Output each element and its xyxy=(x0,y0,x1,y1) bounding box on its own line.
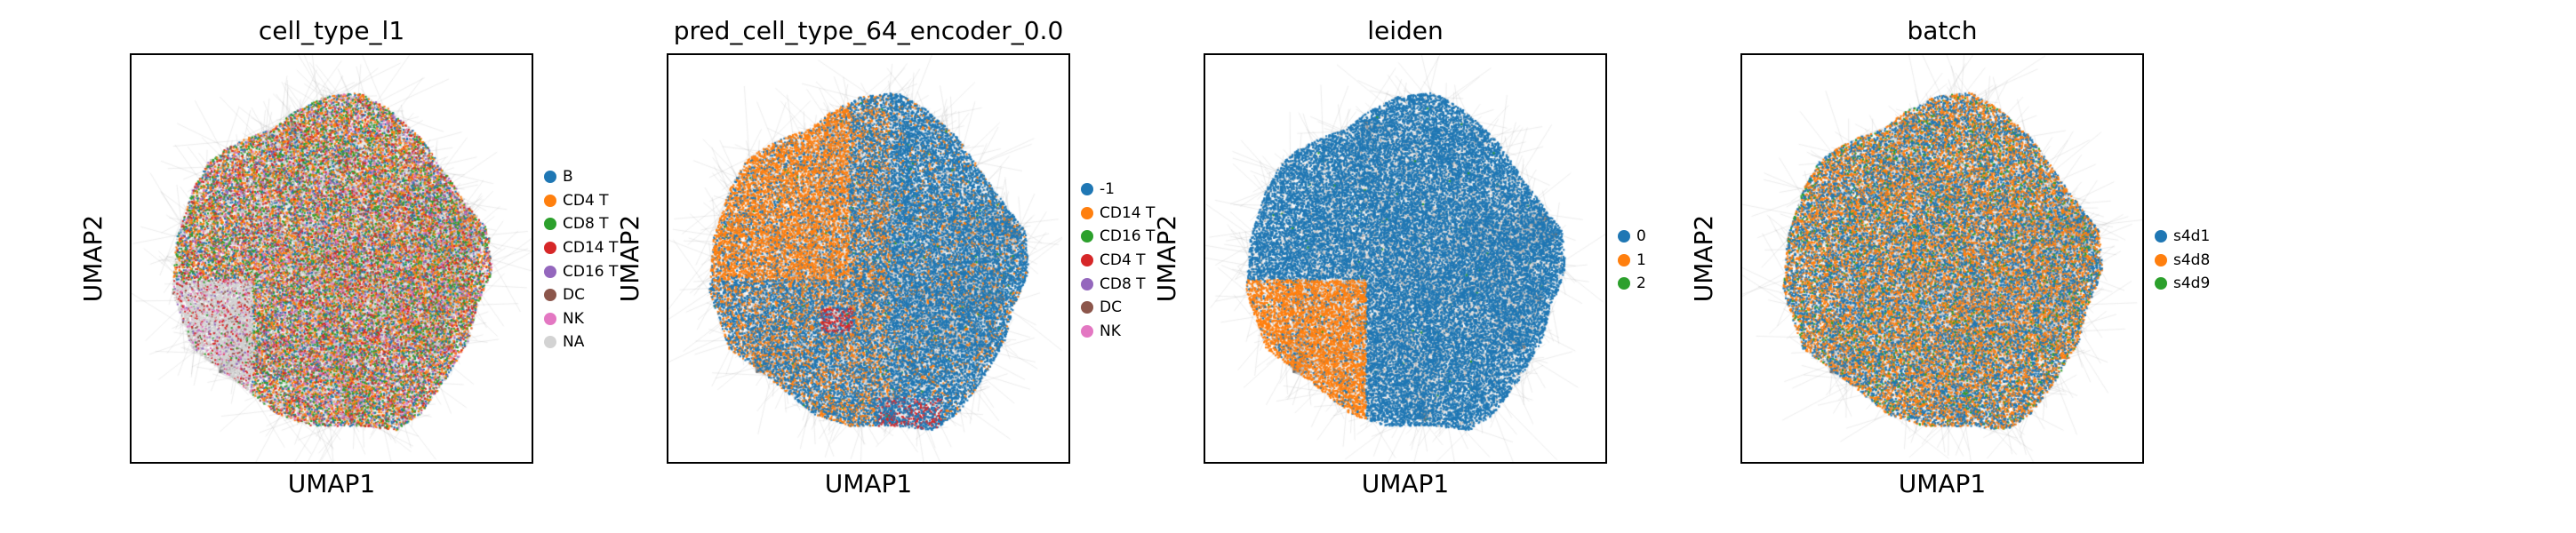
legend-label: 0 xyxy=(1636,227,1646,246)
legend-item: DC xyxy=(544,283,618,307)
legend-label: 2 xyxy=(1636,274,1646,293)
legend-marker xyxy=(1618,253,1630,266)
umap-scatter-points xyxy=(1205,55,1605,462)
legend-marker xyxy=(1081,206,1093,219)
legend-item: CD8 T xyxy=(544,212,618,236)
legend-marker xyxy=(1081,230,1093,243)
legend-marker xyxy=(544,218,556,231)
legend-item: 1 xyxy=(1618,249,1646,273)
x-axis-label: UMAP1 xyxy=(824,469,913,498)
legend-item: -1 xyxy=(1081,178,1155,202)
legend-label: s4d9 xyxy=(2173,274,2211,293)
legend-item: CD14 T xyxy=(544,236,618,260)
legend-item: 0 xyxy=(1618,225,1646,249)
legend-label: CD8 T xyxy=(1100,274,1146,293)
scatter-plot-area xyxy=(1204,53,1607,464)
legend-label: CD4 T xyxy=(563,191,609,210)
legend-marker xyxy=(544,265,556,278)
x-axis-label: UMAP1 xyxy=(1898,469,1987,498)
legend-item: NK xyxy=(544,307,618,331)
legend-label: NK xyxy=(1100,322,1121,340)
legend-item: DC xyxy=(1081,296,1155,320)
legend-item: s4d8 xyxy=(2155,249,2210,273)
legend-label: CD4 T xyxy=(1100,251,1146,270)
panel-title: leiden xyxy=(1367,16,1444,45)
y-axis-label: UMAP2 xyxy=(615,214,644,303)
legend-item: CD16 T xyxy=(544,259,618,283)
legend-marker xyxy=(1081,277,1093,290)
legend-label: 1 xyxy=(1636,251,1646,269)
legend-label: NK xyxy=(563,309,584,328)
legend-label: B xyxy=(563,168,573,187)
legend-marker xyxy=(2155,230,2167,243)
legend-marker xyxy=(544,242,556,255)
legend-marker xyxy=(1618,230,1630,243)
panel-title: batch xyxy=(1907,16,1978,45)
umap-scatter-points xyxy=(132,55,532,462)
legend-label: CD8 T xyxy=(563,215,609,234)
legend-label: CD16 T xyxy=(563,262,619,281)
legend-label: -1 xyxy=(1100,180,1115,199)
legend-label: CD16 T xyxy=(1100,227,1156,246)
scatter-plot-area xyxy=(1740,53,2144,464)
legend-label: s4d1 xyxy=(2173,227,2211,246)
umap-scatter-points xyxy=(668,55,1068,462)
y-axis-label: UMAP2 xyxy=(1689,214,1718,303)
legend-item: CD14 T xyxy=(1081,202,1155,226)
legend-marker xyxy=(544,194,556,207)
scatter-plot-area xyxy=(130,53,533,464)
legend-marker xyxy=(544,289,556,302)
legend-item: s4d9 xyxy=(2155,272,2210,296)
legend-label: DC xyxy=(563,286,585,305)
legend-marker xyxy=(1618,277,1630,290)
legend-item: CD4 T xyxy=(544,189,618,213)
legend-label: DC xyxy=(1100,298,1122,317)
legend-item: NA xyxy=(544,330,618,354)
legend-label: CD14 T xyxy=(563,239,619,258)
y-axis-label: UMAP2 xyxy=(1152,214,1181,303)
legend-item: CD8 T xyxy=(1081,272,1155,296)
legend-marker xyxy=(2155,277,2167,290)
legend: s4d1 s4d8 s4d9 xyxy=(2155,225,2210,296)
legend-marker xyxy=(544,171,556,184)
legend-item: NK xyxy=(1081,320,1155,344)
legend-marker xyxy=(1081,301,1093,314)
panel-title: cell_type_l1 xyxy=(258,16,405,45)
legend-item: 2 xyxy=(1618,272,1646,296)
legend-marker xyxy=(1081,254,1093,267)
y-axis-label: UMAP2 xyxy=(78,214,108,303)
legend-label: s4d8 xyxy=(2173,251,2211,269)
legend-item: s4d1 xyxy=(2155,225,2210,249)
legend: 0 1 2 xyxy=(1618,225,1646,296)
x-axis-label: UMAP1 xyxy=(1361,469,1450,498)
x-axis-label: UMAP1 xyxy=(287,469,376,498)
legend: B CD4 T CD8 T CD14 T CD16 T DC NK NA xyxy=(544,165,618,354)
legend-item: CD16 T xyxy=(1081,225,1155,249)
legend-marker xyxy=(2155,253,2167,266)
legend-label: CD14 T xyxy=(1100,203,1156,222)
legend-marker xyxy=(1081,183,1093,196)
legend-item: B xyxy=(544,165,618,189)
legend-label: NA xyxy=(563,333,585,352)
legend-item: CD4 T xyxy=(1081,249,1155,273)
legend: -1 CD14 T CD16 T CD4 T CD8 T DC NK xyxy=(1081,178,1155,343)
legend-marker xyxy=(544,312,556,325)
legend-marker xyxy=(544,336,556,349)
legend-marker xyxy=(1081,324,1093,338)
umap-scatter-points xyxy=(1742,55,2142,462)
panel-title: pred_cell_type_64_encoder_0.0 xyxy=(673,16,1064,45)
scatter-plot-area xyxy=(667,53,1070,464)
